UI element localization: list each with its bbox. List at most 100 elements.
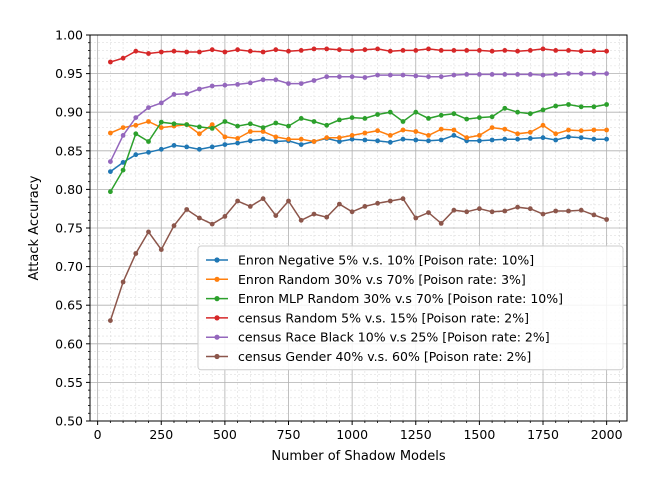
data-point [527, 206, 533, 212]
data-point [324, 135, 330, 141]
y-tick-label: 0.75 [55, 221, 83, 236]
series-line [109, 103, 607, 193]
data-point [311, 46, 317, 52]
legend-box [197, 245, 624, 371]
axis-ticks: 0 250 500 750 1000 1250 1500 1750 2000 0.50 0.55 0.… [55, 28, 622, 443]
legend-label: Enron MLP Random 30% v.s 70% [Poison rat… [238, 291, 563, 306]
data-point [502, 126, 508, 132]
series-line [109, 134, 607, 173]
data-point [197, 146, 202, 152]
data-point [591, 127, 597, 133]
data-point [464, 116, 470, 122]
data-point [133, 115, 139, 120]
data-point [133, 251, 139, 256]
data-point [222, 49, 228, 55]
data-point [337, 201, 342, 207]
data-point [489, 209, 495, 215]
data-point [120, 133, 126, 138]
data-point [273, 134, 279, 140]
data-point [286, 48, 291, 54]
data-point [591, 104, 597, 110]
data-point [591, 48, 597, 54]
data-point [566, 48, 571, 53]
data-point [540, 211, 546, 217]
data-point [413, 215, 419, 221]
data-point [197, 49, 202, 55]
data-point [158, 125, 164, 130]
data-point [184, 91, 190, 97]
data-point [158, 49, 164, 55]
data-point [273, 47, 279, 53]
legend-item: Enron Negative 5% v.s. 10% [Poison rate:… [206, 253, 534, 268]
data-point [566, 127, 571, 133]
data-point [438, 137, 444, 143]
data-point [311, 211, 317, 217]
data-point [184, 122, 190, 127]
data-point [273, 77, 279, 83]
data-point [235, 47, 241, 53]
data-point [578, 135, 584, 141]
data-point [311, 119, 317, 124]
data-point [375, 46, 380, 52]
data-point [222, 134, 228, 140]
data-point [527, 72, 533, 77]
data-point [209, 144, 215, 150]
data-point [108, 130, 113, 136]
data-point [515, 136, 520, 142]
data-point [108, 169, 113, 175]
data-point [375, 200, 380, 206]
data-point [387, 139, 393, 145]
data-point [324, 74, 330, 80]
data-point [222, 142, 228, 148]
data-point [184, 144, 190, 150]
data-point [604, 102, 609, 107]
data-point [120, 167, 126, 173]
data-point [209, 83, 215, 89]
data-point [489, 48, 495, 54]
data-point [426, 116, 431, 121]
data-point [362, 116, 368, 121]
series-line [109, 197, 607, 321]
data-point [298, 48, 304, 53]
data-point [553, 208, 559, 214]
x-tick-label: 1250 [400, 427, 432, 442]
data-point [502, 208, 508, 214]
legend-label: census Random 5% v.s. 15% [Poison rate: … [238, 310, 529, 325]
legend-swatch-marker [214, 353, 220, 360]
y-tick-label: 0.95 [55, 66, 83, 81]
data-point [527, 129, 533, 135]
data-point [209, 221, 215, 227]
data-point [209, 125, 215, 131]
data-point [247, 129, 253, 134]
legend-item: Enron Random 30% v.s 70% [Poison rate: 3… [206, 272, 526, 287]
data-point [349, 115, 355, 120]
y-tick-label: 0.70 [55, 259, 83, 274]
data-point [298, 136, 304, 142]
data-point [108, 189, 113, 195]
legend-swatch-marker [214, 334, 220, 340]
data-point [324, 214, 330, 220]
y-tick-label: 0.80 [55, 182, 83, 197]
data-point [502, 105, 508, 111]
data-point [235, 136, 241, 141]
x-tick-label: 1000 [336, 427, 368, 442]
data-point [247, 48, 253, 54]
y-tick-label: 0.65 [55, 298, 83, 313]
data-point [247, 80, 253, 86]
data-point [553, 72, 559, 77]
y-tick-label: 0.60 [55, 336, 83, 351]
data-point [349, 48, 355, 53]
data-point [337, 117, 342, 123]
data-point [120, 160, 126, 165]
x-tick-label: 0 [94, 427, 102, 442]
data-point [553, 131, 559, 137]
data-point [222, 82, 228, 88]
data-point [235, 123, 241, 129]
data-point [464, 72, 470, 77]
data-point [464, 48, 470, 53]
data-point [451, 207, 457, 213]
data-point [362, 137, 368, 143]
series-1 [108, 133, 609, 175]
data-point [604, 127, 609, 133]
legend-label: census Race Black 10% v.s 25% [Poison ra… [238, 330, 550, 345]
